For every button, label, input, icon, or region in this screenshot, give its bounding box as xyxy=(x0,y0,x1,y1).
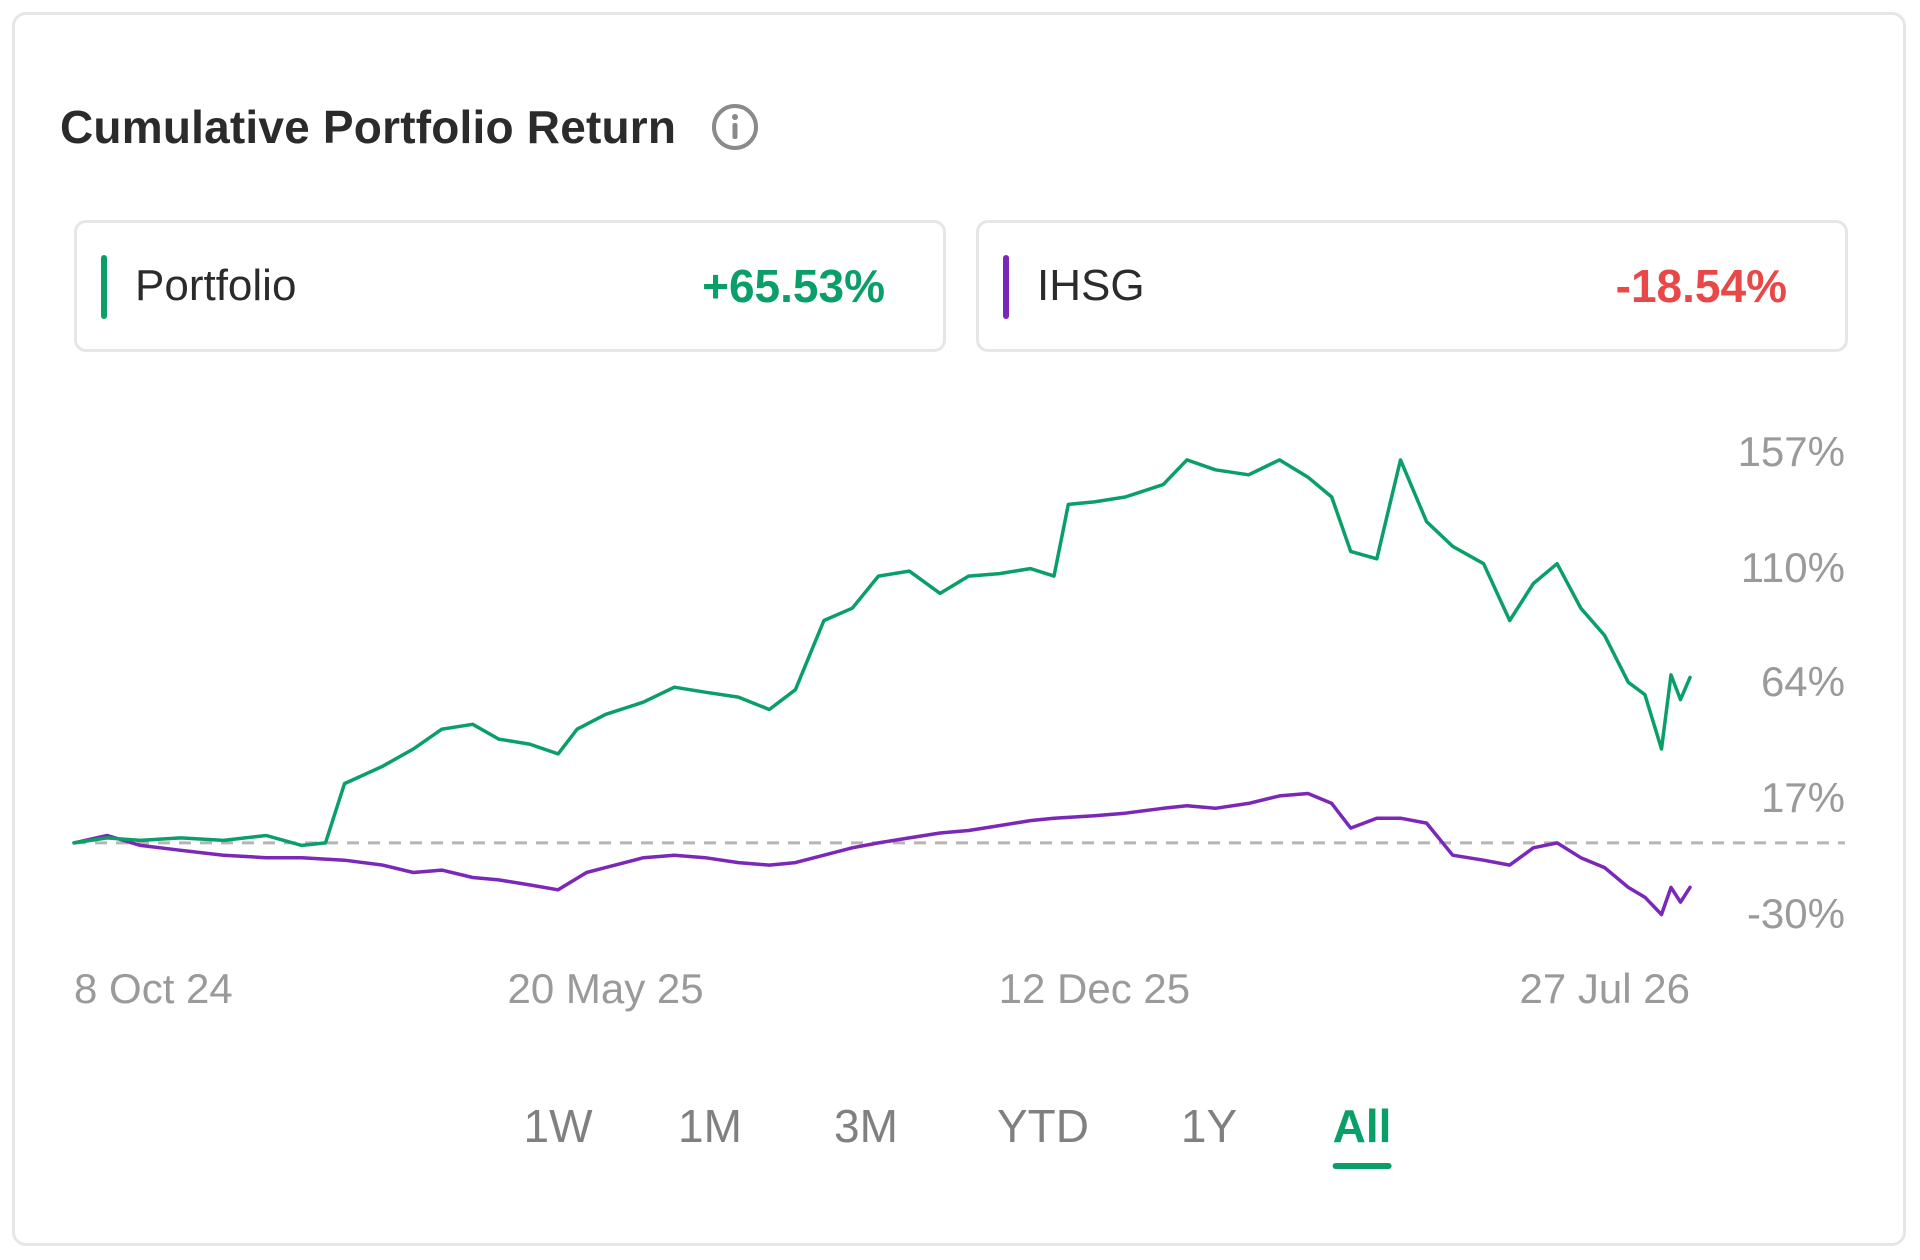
range-button-1y[interactable]: 1Y xyxy=(1180,1100,1238,1152)
card-header: Cumulative Portfolio Return xyxy=(60,100,760,154)
y-tick-label: 64% xyxy=(1761,658,1845,705)
legend-portfolio: Portfolio +65.53% xyxy=(74,220,946,352)
y-tick-label: 110% xyxy=(1741,544,1845,591)
range-button-1w[interactable]: 1W xyxy=(523,1100,593,1152)
info-icon[interactable] xyxy=(710,102,760,152)
range-button-all[interactable]: All xyxy=(1332,1095,1392,1175)
y-tick-label: 17% xyxy=(1761,774,1845,821)
x-tick-label: 12 Dec 25 xyxy=(999,965,1190,1012)
range-button-3m[interactable]: 3M xyxy=(834,1100,898,1152)
portfolio-series-marker xyxy=(101,255,107,319)
range-button-1m[interactable]: 1M xyxy=(678,1100,742,1152)
card-title: Cumulative Portfolio Return xyxy=(60,101,677,153)
portfolio-return-value: +65.53% xyxy=(702,260,885,312)
portfolio-return-card xyxy=(12,12,1906,1246)
y-tick-label: -30% xyxy=(1747,890,1845,937)
x-tick-label: 27 Jul 26 xyxy=(1520,965,1690,1012)
selected-range-indicator xyxy=(1332,1163,1392,1169)
time-range-selector: 1W 1M 3M YTD 1Y All xyxy=(0,1095,1920,1185)
x-tick-label: 8 Oct 24 xyxy=(74,965,233,1012)
cumulative-return-chart: 157% 110% 64% 17% -30% 8 Oct 24 20 May 25 12 De… xyxy=(72,428,1845,1012)
legend-ihsg: IHSG -18.54% xyxy=(976,220,1848,352)
ihsg-series-line xyxy=(72,791,1692,917)
ihsg-legend-label: IHSG xyxy=(1037,261,1145,310)
x-tick-label: 20 May 25 xyxy=(507,965,703,1012)
portfolio-series-line xyxy=(72,458,1692,848)
y-tick-label: 157% xyxy=(1738,428,1845,475)
portfolio-legend-label: Portfolio xyxy=(135,261,297,310)
ihsg-series-marker xyxy=(1003,255,1009,319)
range-button-ytd[interactable]: YTD xyxy=(997,1100,1089,1152)
ihsg-return-value: -18.54% xyxy=(1615,260,1787,312)
